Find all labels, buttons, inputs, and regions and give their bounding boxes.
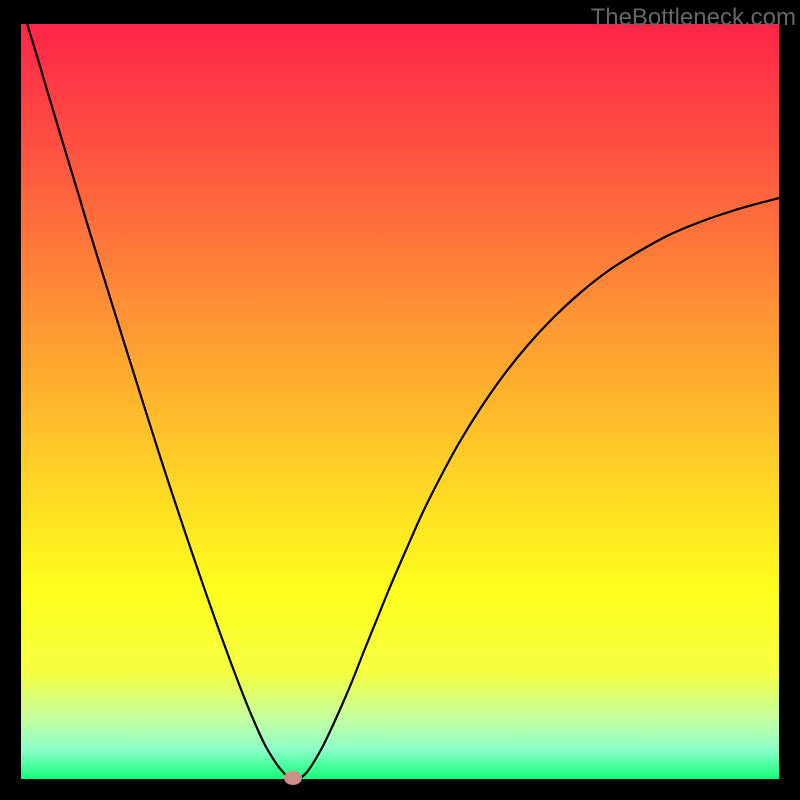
curve-layer: [0, 0, 800, 800]
v-curve: [21, 3, 779, 779]
watermark-label: TheBottleneck.com: [591, 4, 796, 32]
minimum-marker: [284, 771, 302, 785]
